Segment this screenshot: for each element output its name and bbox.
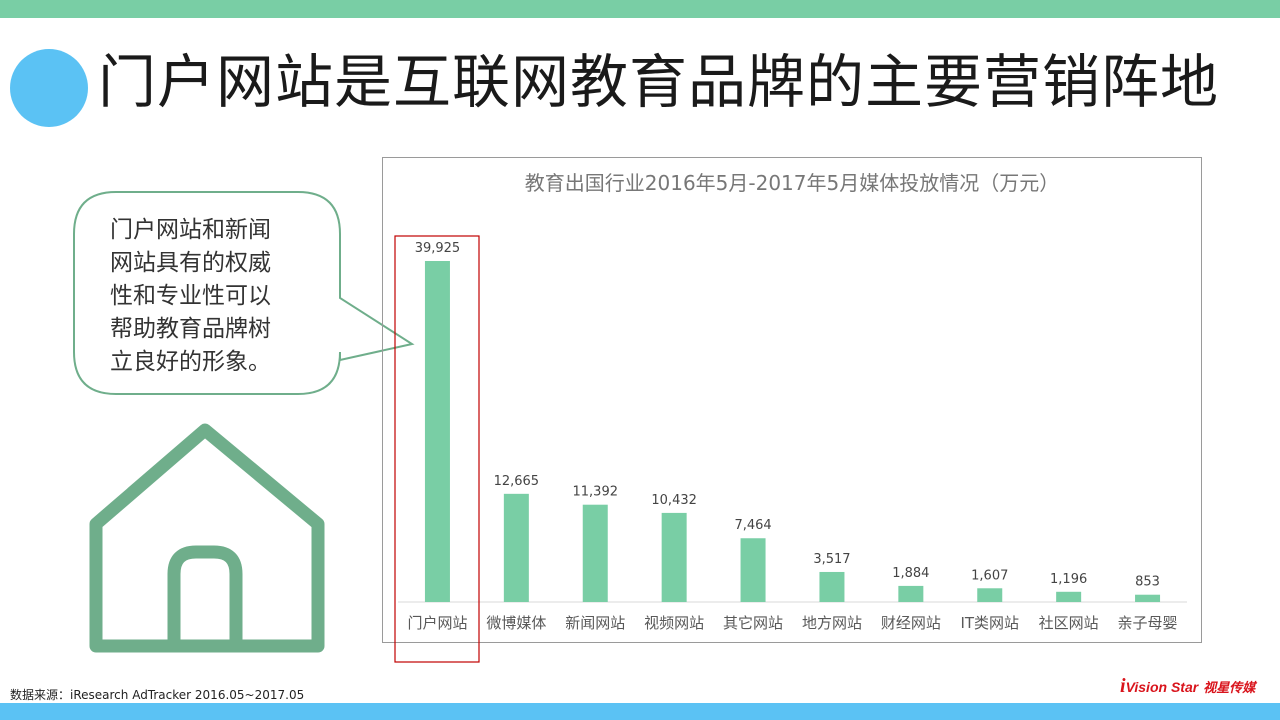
data-label: 7,464 [734, 518, 771, 533]
bar [1135, 594, 1161, 602]
x-tick-label: 亲子母婴 [1118, 614, 1178, 632]
data-label: 1,884 [892, 566, 929, 581]
x-tick-label: 门户网站 [407, 614, 467, 632]
data-label: 12,665 [494, 474, 540, 489]
house-door [167, 545, 243, 640]
chart-title: 教育出国行业2016年5月-2017年5月媒体投放情况（万元） [525, 171, 1059, 195]
data-label: 39,925 [415, 241, 461, 256]
x-tick-label: 社区网站 [1039, 614, 1099, 632]
callout-line: 立良好的形象。 [110, 349, 271, 375]
source-note: 数据来源：iResearch AdTracker 2016.05~2017.05 [10, 688, 305, 702]
top-accent-band [0, 0, 1280, 18]
data-label: 3,517 [813, 552, 850, 567]
bar [582, 504, 608, 602]
data-label: 1,607 [971, 568, 1008, 583]
x-tick-label: 新闻网站 [565, 614, 625, 632]
bar [977, 588, 1003, 602]
title-bullet-circle [10, 49, 88, 127]
x-tick-label: 微博媒体 [486, 614, 546, 632]
bar [819, 571, 845, 602]
x-tick-label: 视频网站 [644, 614, 704, 632]
callout-line: 网站具有的权威 [110, 250, 271, 276]
page-title: 门户网站是互联网教育品牌的主要营销阵地 [98, 48, 1220, 116]
x-tick-label: IT类网站 [960, 614, 1019, 632]
x-tick-label: 财经网站 [881, 614, 941, 632]
bar [740, 538, 766, 602]
bar [661, 512, 687, 602]
data-label: 853 [1135, 575, 1160, 590]
bottom-accent-band [0, 703, 1280, 720]
bars-group: 39,925 门户网站 12,665 微博媒体 11,392 新闻网站 10,432 视频网站… [407, 241, 1177, 632]
bar [424, 261, 450, 602]
x-tick-label: 地方网站 [802, 614, 862, 632]
bar [503, 493, 529, 602]
callout-line: 帮助教育品牌树 [110, 316, 271, 342]
bar [898, 585, 924, 602]
callout-text: 门户网站和新闻 网站具有的权威 性和专业性可以 帮助教育品牌树 立良好的形象。 [110, 214, 310, 379]
brand-logo: iVision Star 视星传媒 [1120, 675, 1255, 699]
highlight-box [394, 235, 480, 663]
callout-line: 性和专业性可以 [110, 283, 271, 309]
logo-mark: i [1120, 675, 1126, 697]
x-tick-label: 其它网站 [723, 614, 783, 632]
bar [1056, 591, 1082, 602]
data-label: 1,196 [1050, 572, 1087, 587]
callout-bubble-shape [73, 191, 415, 395]
callout-line: 门户网站和新闻 [110, 217, 271, 243]
house-outline [89, 423, 325, 653]
logo-cn: 视星传媒 [1203, 681, 1256, 696]
logo-text: Vision Star [1125, 679, 1199, 695]
data-label: 10,432 [651, 493, 697, 508]
chart-frame [382, 157, 1202, 643]
data-label: 11,392 [573, 485, 619, 500]
